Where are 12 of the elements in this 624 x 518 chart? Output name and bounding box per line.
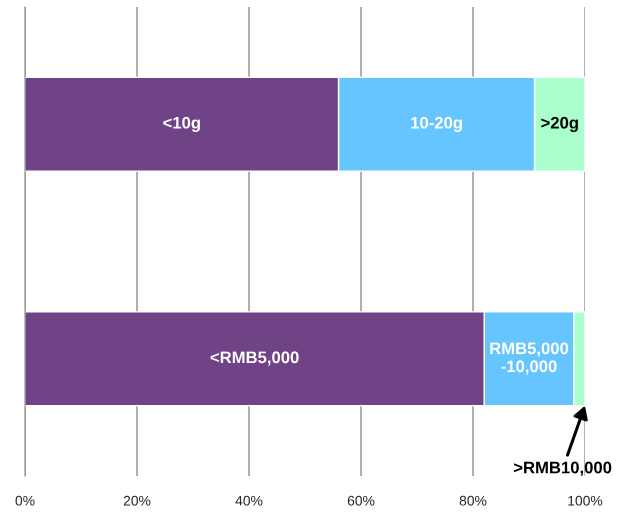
data-label: >20g [541,116,578,132]
data-label: <10g [163,116,200,132]
data-label: 10-20g [411,116,462,132]
x-tick-label: 0% [16,496,35,506]
data-label: <RMB5,000 [210,351,299,366]
x-tick-label: 80% [460,496,486,506]
x-tick-label: 40% [235,496,262,506]
x-tick-label: 100% [568,496,602,506]
x-tick-label: 60% [348,496,374,506]
data-label: >RMB10,000 [514,462,612,476]
x-tick-label: 20% [124,496,150,506]
data-label: RMB5,000 -10,000 [490,342,568,375]
